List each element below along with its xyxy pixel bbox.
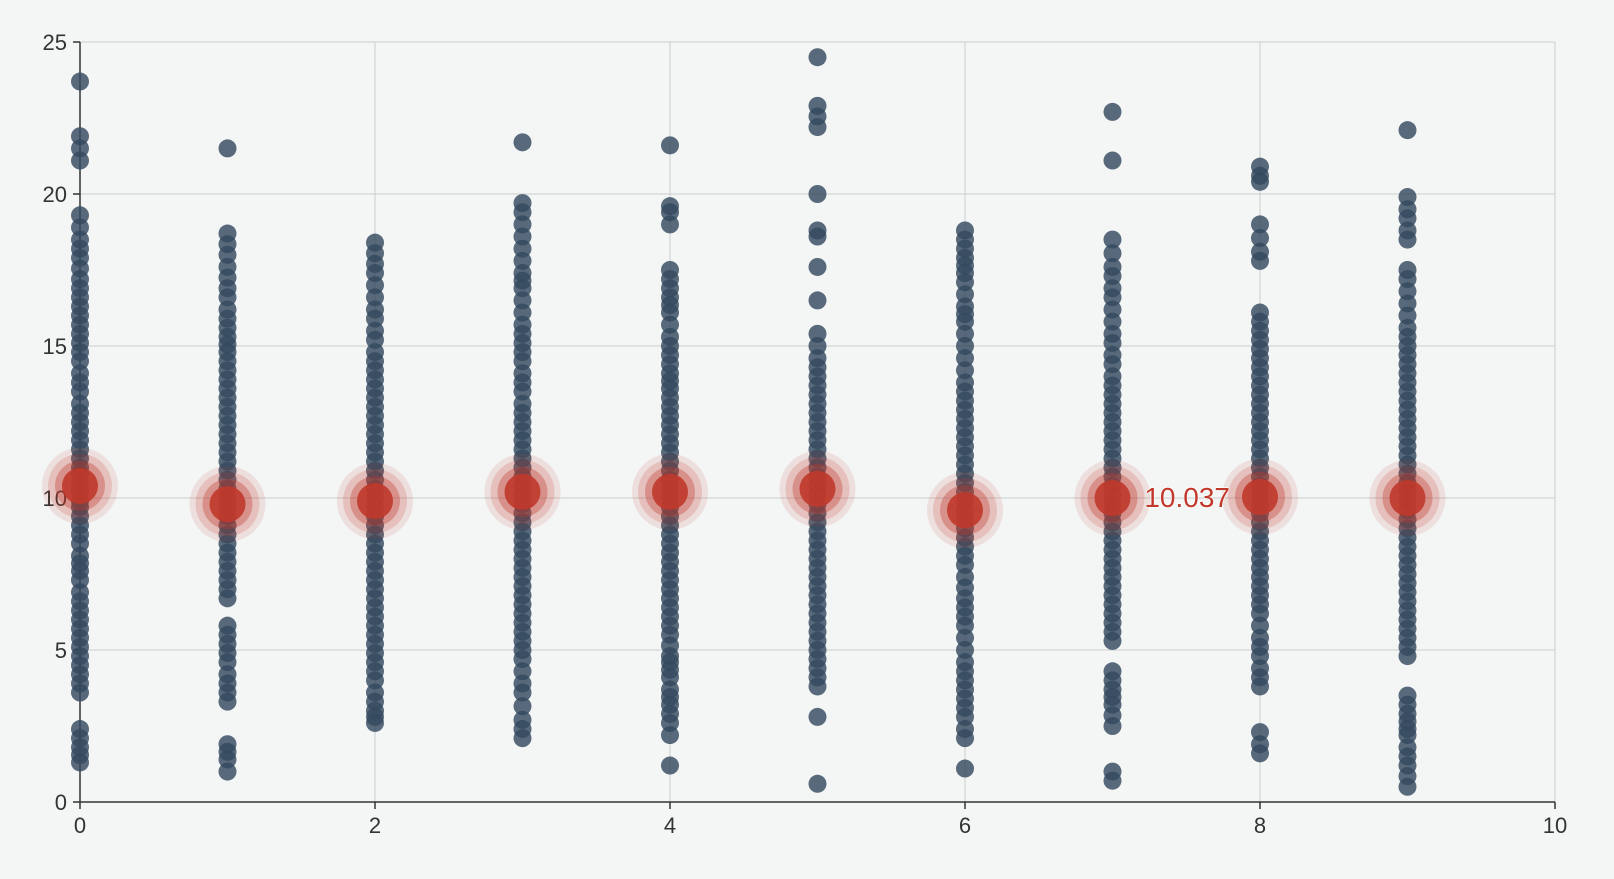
data-point [808,257,827,276]
y-tick-label: 0 [55,790,67,815]
data-point [1103,244,1122,263]
data-point [661,756,679,775]
data-points [71,48,1417,796]
data-point [808,707,827,726]
data-point [71,72,89,91]
data-point [808,48,827,67]
mean-marker [209,486,246,523]
data-point [1398,647,1417,666]
data-point [71,151,89,170]
data-point [808,227,827,246]
x-tick-label: 2 [369,813,381,838]
data-point [1398,230,1417,249]
data-point [1398,121,1417,140]
data-point [808,774,827,793]
data-point [513,729,532,748]
data-point [513,133,532,152]
y-tick-label: 25 [43,30,67,55]
data-point [1103,102,1122,121]
mean-marker [357,483,393,520]
data-point [218,762,237,781]
data-point [956,729,974,748]
annotations: 10.037 [1144,481,1231,513]
data-point [366,713,384,732]
mean-value-label: 10.037 [1144,482,1230,513]
data-point [661,136,679,155]
data-point [513,697,532,716]
mean-marker [1389,480,1426,516]
data-point [1103,230,1122,249]
mean-marker [652,473,688,510]
data-point [808,185,827,203]
mean-marker [1242,478,1278,515]
x-tick-label: 6 [959,813,971,838]
data-point [71,753,89,772]
mean-marker [504,473,541,510]
mean-markers [42,447,1446,549]
mean-marker [947,492,983,529]
y-tick-label: 5 [55,638,67,663]
data-point [1103,771,1122,790]
mean-marker [1094,480,1131,516]
data-point [808,677,827,696]
data-point [661,215,679,234]
data-point [661,726,679,745]
x-tick-label: 0 [74,813,86,838]
data-point [1103,717,1122,735]
data-point [1251,251,1269,270]
data-point [1251,172,1269,191]
x-tick-label: 4 [664,813,676,838]
data-point [808,118,827,137]
data-point [71,683,89,702]
mean-marker [799,470,836,507]
data-point [956,759,974,778]
y-tick-label: 15 [43,334,67,359]
data-point [218,589,237,608]
data-point [1251,744,1269,763]
data-point [218,139,237,158]
data-point [1251,215,1269,234]
mean-marker [62,467,98,504]
data-point [808,291,827,310]
data-point [1251,229,1269,248]
x-tick-label: 8 [1254,813,1266,838]
data-point [1103,631,1122,650]
data-point [1103,151,1122,170]
data-point [1398,777,1417,796]
data-point [1251,677,1269,696]
y-tick-label: 20 [43,182,67,207]
data-point [513,683,532,702]
data-point [218,692,237,711]
x-tick-label: 10 [1543,813,1567,838]
